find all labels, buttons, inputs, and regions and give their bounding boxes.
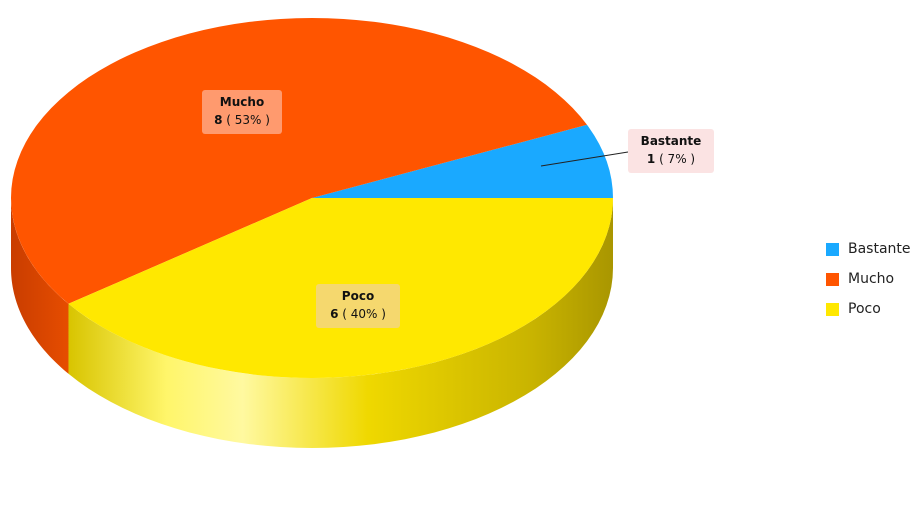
pie-tops xyxy=(10,17,614,378)
legend-swatch xyxy=(826,242,839,256)
data-label-poco: Poco 6 ( 40% ) xyxy=(316,284,400,328)
legend-item-bastante[interactable]: Bastante xyxy=(826,234,911,264)
legend-label: Mucho xyxy=(848,271,895,287)
legend-swatch xyxy=(826,302,839,316)
data-label-category: Bastante xyxy=(641,134,702,148)
data-label-value: 8 ( 53% ) xyxy=(214,113,270,127)
data-label-box xyxy=(202,90,282,134)
legend: Bastante Mucho Poco xyxy=(826,234,911,324)
pie-slice-mucho[interactable] xyxy=(10,17,587,304)
data-label-mucho: Mucho 8 ( 53% ) xyxy=(202,90,282,134)
data-label-box xyxy=(316,284,400,328)
leader-line xyxy=(540,151,629,167)
legend-item-poco[interactable]: Poco xyxy=(826,294,911,324)
pie-data-labels: Mucho 8 ( 53% ) Poco 6 ( 40% ) Bastante 1 ( 7… xyxy=(202,90,714,328)
data-label-value: 1 ( 7% ) xyxy=(647,152,695,166)
legend-item-mucho[interactable]: Mucho xyxy=(826,264,911,294)
pie-sides xyxy=(11,198,614,448)
legend-swatch xyxy=(826,272,839,286)
pie-side-mucho xyxy=(11,198,69,374)
data-label-category: Mucho xyxy=(220,95,264,109)
data-label-bastante: Bastante 1 ( 7% ) xyxy=(540,129,714,173)
pie-side-poco xyxy=(68,198,614,448)
pie-slice-bastante[interactable] xyxy=(312,124,613,198)
data-label-box xyxy=(628,129,714,173)
legend-label: Bastante xyxy=(848,241,911,257)
legend-label: Poco xyxy=(848,301,881,317)
data-label-category: Poco xyxy=(342,289,374,303)
data-label-value: 6 ( 40% ) xyxy=(330,307,386,321)
